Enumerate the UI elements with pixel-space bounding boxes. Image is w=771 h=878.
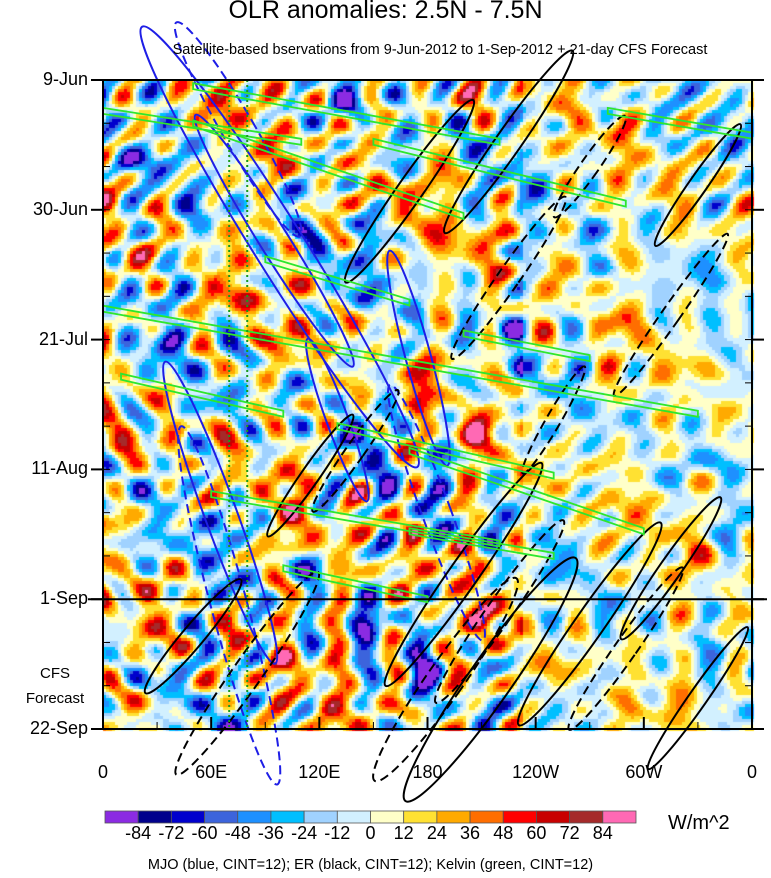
colorbar-swatch: [303, 810, 338, 824]
y-tick-label: 21-Jul: [38, 328, 88, 349]
colorbar-label: 60: [526, 823, 547, 843]
kelvin-contour: [192, 119, 465, 221]
er-contour: [552, 114, 627, 219]
mjo-contour: [305, 337, 370, 503]
er-contour: [143, 578, 243, 695]
er-contour: [521, 365, 587, 475]
kelvin-contour: [282, 564, 429, 604]
y-tick-label: 11-Aug: [31, 458, 88, 479]
colorbar-label: -36: [257, 823, 284, 843]
colorbar-label: -48: [224, 823, 251, 843]
mjo-contour: [193, 113, 355, 368]
y-tick-label: 22-Sep: [29, 718, 88, 738]
kelvin-contour: [408, 527, 555, 561]
colorbar-label: 0: [365, 823, 376, 843]
er-contour: [402, 556, 579, 803]
x-tick-label: 120E: [298, 762, 341, 782]
colorbar-label: 24: [426, 823, 447, 843]
x-tick-label: 0: [746, 762, 757, 782]
mjo-contour: [386, 249, 451, 467]
colorbar-label: 72: [559, 823, 580, 843]
contour-legend: MJO (blue, CINT=12); ER (black, CINT=12)…: [147, 857, 594, 873]
chart-title: OLR anomalies: 2.5N - 7.5N: [228, 0, 543, 24]
er-contour: [442, 49, 575, 235]
colorbar-label: -12: [324, 823, 351, 843]
kelvin-contour: [606, 106, 753, 140]
er-contour: [612, 232, 730, 398]
x-tick-label: 60W: [625, 762, 663, 782]
colorbar-swatch: [270, 810, 305, 824]
colorbar-label: 48: [493, 823, 514, 843]
kelvin-contour: [210, 490, 501, 548]
colorbar-label: -60: [191, 823, 218, 843]
kelvin-contour: [336, 422, 555, 480]
colorbar-label: -24: [291, 823, 318, 843]
kelvin-contour: [372, 137, 627, 208]
er-contour: [450, 195, 568, 361]
er-contour: [646, 626, 750, 771]
x-tick-label: 0: [97, 762, 108, 782]
colorbar-label: -84: [125, 823, 152, 843]
er-contour: [372, 576, 519, 783]
kelvin-contour: [192, 82, 501, 146]
cfs-label: CFS: [40, 665, 70, 682]
kelvin-contour: [462, 329, 591, 363]
kelvin-contour: [264, 255, 411, 307]
colorbar-swatch: [170, 810, 205, 824]
kelvin-contour: [408, 446, 645, 536]
er-contour: [619, 496, 723, 641]
colorbar-swatch: [204, 810, 239, 824]
colorbar-label: 36: [460, 823, 481, 843]
er-contour: [383, 461, 544, 688]
er-contour: [653, 123, 743, 248]
colorbar-swatch: [104, 810, 139, 824]
colorbar-swatch: [403, 810, 438, 824]
y-tick-label: 30-Jun: [32, 198, 88, 219]
y-tick-label: 9-Jun: [42, 69, 88, 89]
colorbar-swatch: [502, 810, 537, 824]
colorbar-swatch: [370, 810, 405, 824]
colorbar-label: 12: [393, 823, 414, 843]
colorbar-swatch: [336, 810, 371, 824]
chart-subtitle: Satellite-based bservations from 9-Jun-2…: [172, 42, 708, 58]
mjo-contour: [139, 25, 420, 469]
colorbar-label: 84: [592, 823, 613, 843]
er-contour: [516, 521, 663, 727]
x-tick-label: 180: [412, 762, 443, 782]
er-contour: [567, 566, 685, 731]
er-contour: [266, 413, 355, 538]
kelvin-contour: [120, 372, 285, 418]
colorbar-swatch: [536, 810, 571, 824]
colorbar-swatch: [602, 810, 637, 824]
x-tick-label: 60E: [195, 762, 228, 782]
colorbar-swatch: [569, 810, 604, 824]
colorbar-label: -72: [158, 823, 185, 843]
colorbar-swatch: [436, 810, 471, 824]
colorbar-units: W/m^2: [668, 812, 730, 834]
mjo-contour: [387, 383, 486, 642]
er-contour: [311, 388, 400, 513]
plot-frame: [102, 79, 753, 730]
x-tick-label: 120W: [512, 762, 560, 782]
colorbar-swatch: [237, 810, 272, 824]
forecast-label: Forecast: [25, 690, 85, 707]
y-tick-label: 1-Sep: [39, 588, 88, 609]
colorbar-swatch: [137, 810, 172, 824]
colorbar-swatch: [469, 810, 504, 824]
mjo-contour: [162, 360, 279, 665]
